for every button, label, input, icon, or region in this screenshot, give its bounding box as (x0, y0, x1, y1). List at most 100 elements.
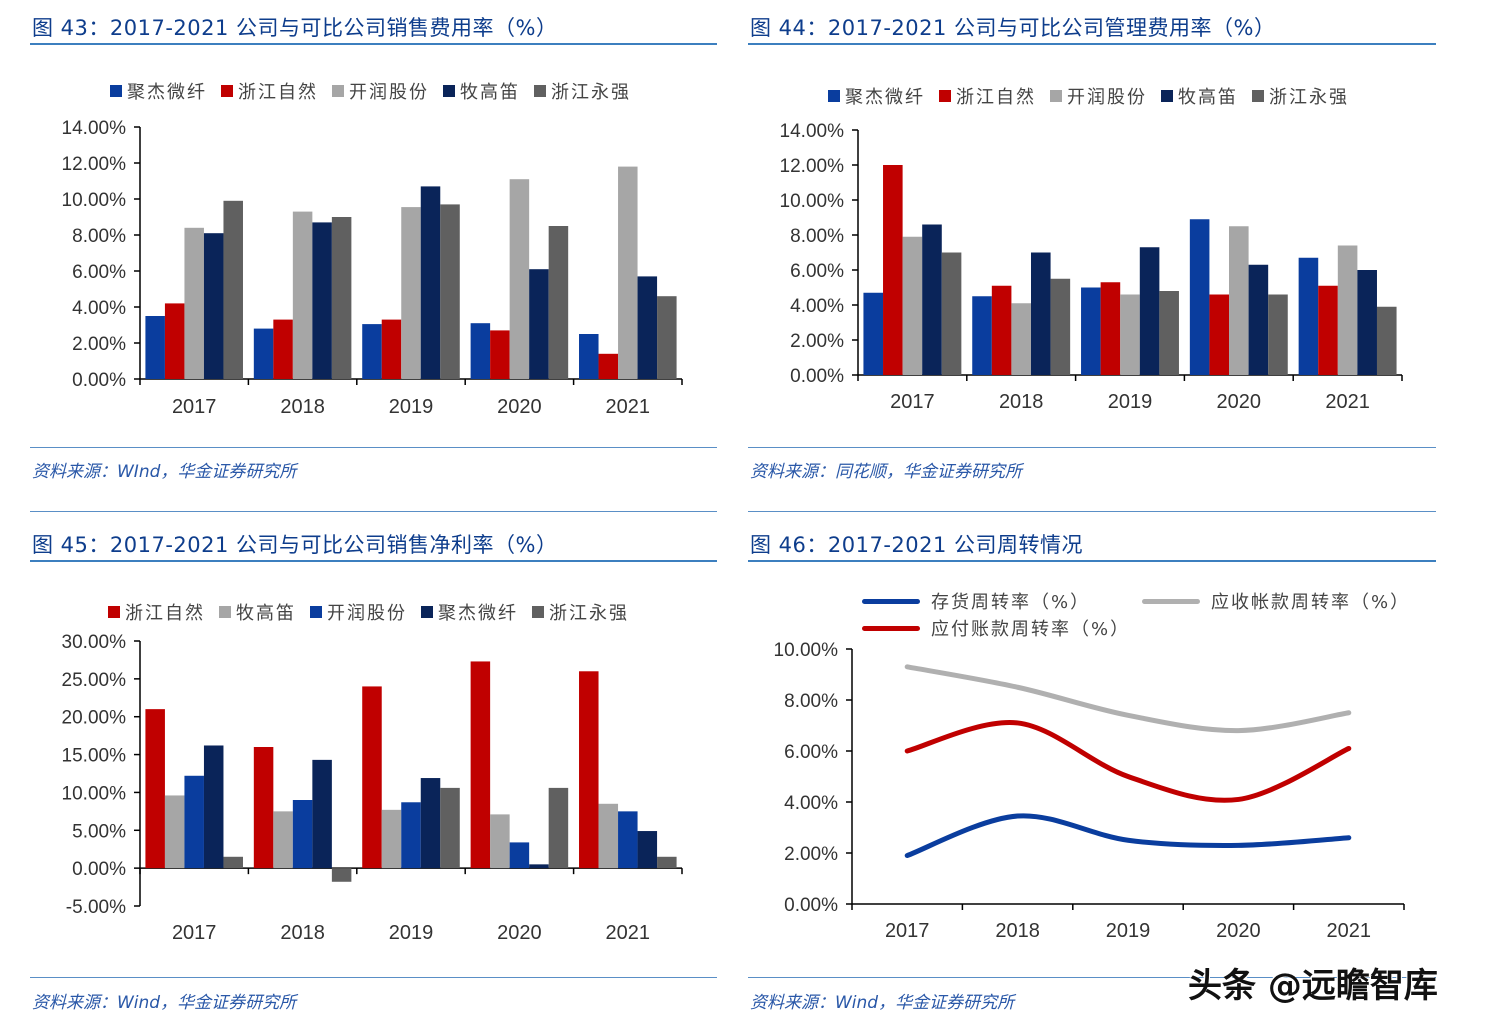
x-tick-label: 2017 (890, 391, 935, 413)
y-tick-label: 25.00% (62, 670, 127, 691)
x-tick-label: 2018 (280, 922, 325, 944)
legend-item: 浙江自然 (108, 599, 205, 625)
legend-swatch (219, 606, 231, 618)
bar-牧高笛-2018 (1030, 252, 1051, 375)
bar-聚杰微纤-2020 (470, 323, 491, 379)
legend-swatch (1050, 90, 1062, 102)
bar-浙江永强-2020 (548, 226, 569, 379)
bar-聚杰微纤-2018 (253, 328, 274, 379)
bar-聚杰微纤-2019 (1081, 287, 1101, 375)
bar-牧高笛-2021 (1357, 270, 1377, 375)
legend-swatch (1252, 90, 1264, 102)
bar-牧高笛-2021 (637, 276, 658, 379)
legend-line (1142, 598, 1200, 604)
legend-swatch (534, 85, 546, 97)
bar-浙江永强-2020 (1268, 294, 1288, 375)
y-tick-label: 0.00% (790, 366, 844, 387)
x-tick-label: 2019 (389, 396, 434, 418)
bar-聚杰微纤-2020 (529, 864, 549, 869)
legend-label: 应收帐款周转率（%） (1211, 592, 1411, 613)
x-tick-label: 2020 (497, 396, 542, 418)
bar-牧高笛-2018 (273, 811, 293, 869)
legend-swatch (108, 606, 120, 618)
line-应付账款周转率（%） (904, 720, 1352, 803)
bar-开润股份-2019 (1120, 294, 1140, 375)
y-tick-label: 6.00% (784, 742, 838, 763)
bar-开润股份-2018 (292, 211, 313, 379)
x-tick-label: 2021 (1327, 920, 1372, 942)
legend-label: 牧高笛 (1178, 87, 1238, 108)
bar-浙江自然-2018 (253, 747, 274, 869)
source-rule (748, 447, 1436, 448)
y-tick-label: 10.00% (62, 783, 127, 804)
bar-开润股份-2019 (401, 802, 421, 869)
legend-label: 浙江自然 (125, 603, 205, 624)
bar-聚杰微纤-2017 (203, 745, 224, 869)
bar-牧高笛-2021 (598, 803, 619, 869)
figure-43-source: 资料来源：WInd，华金证券研究所 (32, 462, 297, 482)
legend-swatch (1161, 90, 1173, 102)
legend-swatch (332, 85, 344, 97)
bar-牧高笛-2020 (490, 814, 510, 869)
bar-开润股份-2018 (292, 800, 313, 869)
legend-swatch (443, 85, 455, 97)
bar-聚杰微纤-2019 (362, 324, 382, 379)
y-tick-label: 12.00% (62, 154, 127, 175)
bar-浙江永强-2019 (440, 204, 460, 379)
figure-45-title: 图 45：2017-2021 公司与可比公司销售净利率（%） (32, 533, 558, 557)
bar-开润股份-2017 (184, 227, 204, 379)
bar-聚杰微纤-2021 (1298, 257, 1319, 375)
legend-label: 浙江自然 (956, 87, 1036, 108)
bar-牧高笛-2020 (529, 269, 549, 379)
legend-item: 浙江永强 (534, 78, 631, 104)
section-rule (30, 511, 717, 512)
bar-浙江自然-2019 (362, 686, 382, 869)
legend-item: 浙江自然 (221, 78, 318, 104)
section-rule (748, 511, 1436, 512)
bar-浙江自然-2021 (579, 671, 599, 869)
legend-item: 存货周转率（%） (862, 588, 1090, 614)
legend-label: 存货周转率（%） (931, 592, 1091, 613)
legend-label: 开润股份 (349, 82, 429, 103)
bar-浙江永强-2021 (1376, 306, 1397, 375)
bar-浙江永强-2021 (657, 856, 677, 869)
y-tick-label: 5.00% (72, 821, 126, 842)
bar-浙江自然-2018 (273, 319, 293, 379)
y-tick-label: 14.00% (780, 121, 845, 142)
legend-swatch (828, 90, 840, 102)
legend-item: 开润股份 (310, 599, 407, 625)
y-tick-label: 0.00% (72, 370, 126, 391)
y-tick-label: 8.00% (784, 691, 838, 712)
y-tick-label: 10.00% (780, 191, 845, 212)
legend-item: 聚杰微纤 (110, 78, 207, 104)
bar-浙江永强-2018 (1050, 278, 1071, 375)
bar-浙江自然-2017 (164, 303, 185, 379)
legend-item: 牧高笛 (443, 78, 520, 104)
bar-聚杰微纤-2019 (420, 778, 441, 869)
bar-浙江永强-2019 (440, 787, 460, 869)
bar-聚杰微纤-2020 (1189, 219, 1210, 375)
source-rule (30, 977, 717, 978)
bar-牧高笛-2017 (203, 233, 224, 379)
bar-浙江自然-2020 (490, 330, 510, 379)
y-tick-label: 12.00% (780, 156, 845, 177)
bar-浙江永强-2019 (1159, 291, 1179, 375)
y-tick-label: 8.00% (72, 226, 126, 247)
y-tick-label: 30.00% (62, 632, 127, 653)
figure-44-title: 图 44：2017-2021 公司与可比公司管理费用率（%） (750, 16, 1276, 40)
y-tick-label: 6.00% (72, 262, 126, 283)
legend-label: 聚杰微纤 (438, 603, 518, 624)
legend-swatch (532, 606, 544, 618)
x-tick-label: 2017 (885, 920, 930, 942)
legend-label: 聚杰微纤 (845, 87, 925, 108)
bar-牧高笛-2019 (1139, 247, 1160, 375)
x-tick-label: 2021 (606, 922, 651, 944)
bar-牧高笛-2019 (381, 809, 402, 869)
watermark: 头条 @远瞻智库 (1188, 966, 1438, 1006)
bar-浙江永强-2017 (941, 252, 962, 375)
x-tick-label: 2017 (172, 922, 217, 944)
source-rule (30, 447, 717, 448)
legend-item: 应付账款周转率（%） (862, 615, 1130, 641)
bar-浙江永强-2021 (657, 296, 677, 379)
